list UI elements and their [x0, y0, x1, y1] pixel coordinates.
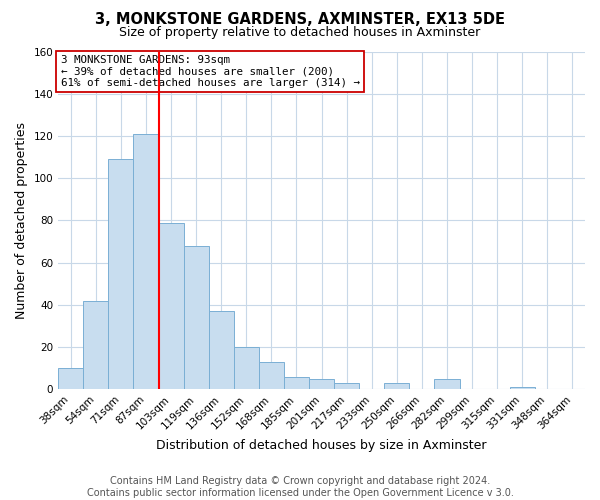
Bar	[158, 222, 184, 390]
Text: 3 MONKSTONE GARDENS: 93sqm
← 39% of detached houses are smaller (200)
61% of sem: 3 MONKSTONE GARDENS: 93sqm ← 39% of deta…	[61, 55, 360, 88]
Bar	[133, 134, 158, 390]
Bar	[510, 388, 535, 390]
Bar	[184, 246, 209, 390]
Bar	[58, 368, 83, 390]
Bar	[284, 377, 309, 390]
Bar	[309, 379, 334, 390]
Bar	[209, 312, 234, 390]
Bar	[83, 300, 109, 390]
Bar	[334, 383, 359, 390]
X-axis label: Distribution of detached houses by size in Axminster: Distribution of detached houses by size …	[157, 440, 487, 452]
Bar	[234, 347, 259, 390]
Text: 3, MONKSTONE GARDENS, AXMINSTER, EX13 5DE: 3, MONKSTONE GARDENS, AXMINSTER, EX13 5D…	[95, 12, 505, 28]
Text: Size of property relative to detached houses in Axminster: Size of property relative to detached ho…	[119, 26, 481, 39]
Bar	[109, 159, 133, 390]
Y-axis label: Number of detached properties: Number of detached properties	[15, 122, 28, 319]
Bar	[434, 379, 460, 390]
Bar	[259, 362, 284, 390]
Text: Contains HM Land Registry data © Crown copyright and database right 2024.
Contai: Contains HM Land Registry data © Crown c…	[86, 476, 514, 498]
Bar	[385, 383, 409, 390]
